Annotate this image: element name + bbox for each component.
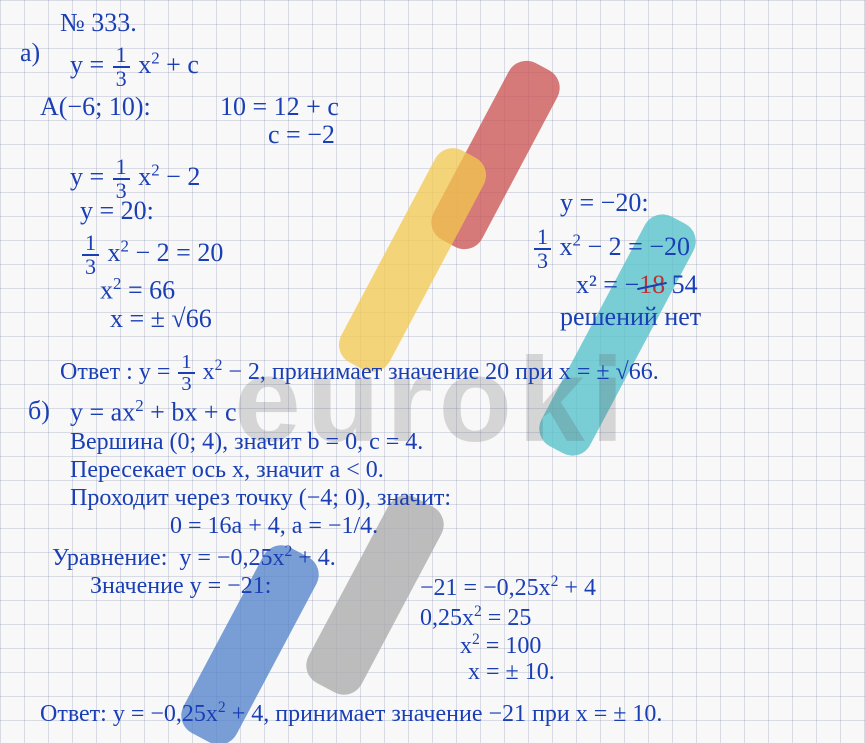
part-a-answer: Ответ : y = 13 x2 − 2, принимает значени… bbox=[60, 352, 659, 395]
part-a-case1-l3: x = ± √66 bbox=[110, 306, 212, 332]
part-b-l8: 0,25x2 = 25 bbox=[420, 604, 531, 630]
part-b-l2: Вершина (0; 4), значит b = 0, c = 4. bbox=[70, 430, 423, 454]
notebook-page: euroki № 333. а) y = 13 x2 + c A(−6; 10)… bbox=[0, 0, 865, 743]
part-b-l4: Проходит через точку (−4; 0), значит: bbox=[70, 486, 451, 510]
part-b-l10: x = ± 10. bbox=[468, 660, 555, 684]
part-b-eq1: y = ax2 + bx + c bbox=[70, 398, 237, 426]
part-a-sub1: 10 = 12 + c bbox=[220, 94, 339, 120]
part-b-l6: Уравнение: y = −0,25x2 + 4. bbox=[52, 544, 336, 570]
case2-struck: 18 bbox=[639, 270, 665, 299]
part-a-case2-l3: решений нет bbox=[560, 304, 701, 330]
part-a-case2-l2: x² = −18 54 bbox=[576, 272, 698, 298]
part-b-l5: 0 = 16a + 4, a = −1/4. bbox=[170, 514, 378, 538]
part-b-l9: x2 = 100 bbox=[460, 632, 541, 658]
part-a-case1-l1: 13 x2 − 2 = 20 bbox=[80, 232, 223, 278]
part-b-label: б) bbox=[28, 398, 50, 424]
case2-replacement: 54 bbox=[672, 270, 698, 299]
part-a-case1-title: y = 20: bbox=[80, 198, 154, 224]
part-b-l3: Пересекает ось x, значит a < 0. bbox=[70, 458, 384, 482]
case2-prefix: x² = − bbox=[576, 270, 639, 299]
part-b-answer: Ответ: y = −0,25x2 + 4, принимает значен… bbox=[40, 700, 662, 726]
part-b-l7-left: Значение y = −21: bbox=[90, 574, 271, 598]
part-a-eq1: y = 13 x2 + c bbox=[70, 44, 199, 90]
part-a-pointA: A(−6; 10): bbox=[40, 94, 151, 120]
part-a-case1-l2: x2 = 66 bbox=[100, 276, 175, 304]
part-a-label: а) bbox=[20, 40, 40, 66]
part-a-case2-l1: 13 x2 − 2 = −20 bbox=[532, 226, 690, 272]
part-a-sub2: c = −2 bbox=[268, 122, 335, 148]
problem-number: № 333. bbox=[60, 10, 137, 36]
part-a-case2-title: y = −20: bbox=[560, 190, 649, 216]
part-b-l7-right: −21 = −0,25x2 + 4 bbox=[420, 574, 596, 600]
